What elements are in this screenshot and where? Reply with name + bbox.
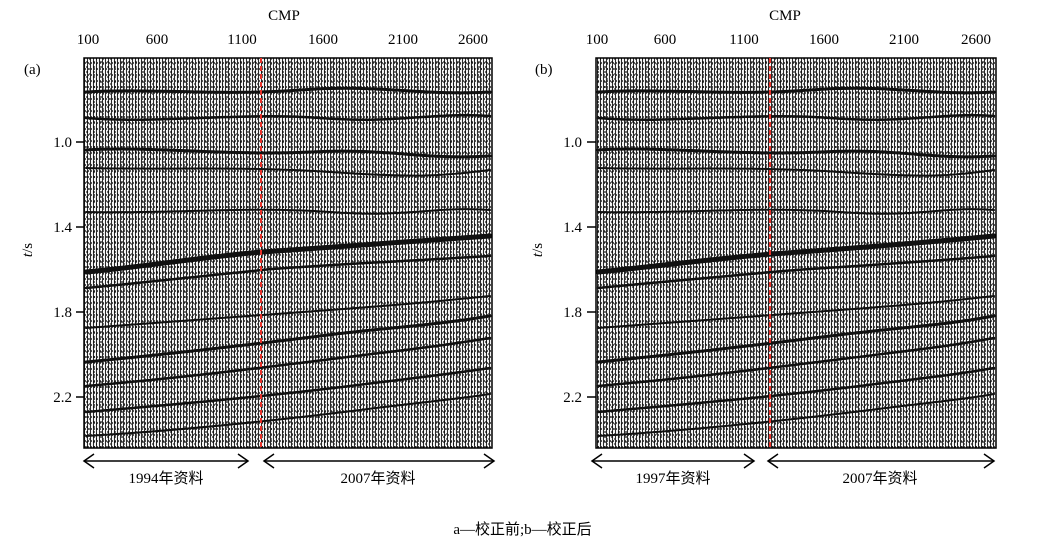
- range-arrow-left: [82, 453, 250, 469]
- x-tick-label: 1600: [809, 32, 839, 48]
- y-tick-label: 1.0: [53, 135, 72, 151]
- x-tick-label: 2600: [961, 32, 991, 48]
- panel-label: (b): [535, 62, 553, 78]
- range-label-left: 1997年资料: [635, 470, 710, 487]
- y-axis: t/s 1.0 1.4 1.8 2.2: [530, 135, 596, 406]
- y-tick-label: 1.0: [563, 135, 582, 151]
- range-arrow-right: [766, 453, 996, 469]
- range-label-left: 1994年资料: [128, 470, 203, 487]
- panel-label: (a): [24, 62, 41, 78]
- panel-a: CMP 100 600 1100 1600 2100 2600 (a) t/s …: [20, 8, 496, 487]
- x-tick-label: 2100: [889, 32, 919, 48]
- x-tick-labels: 100 600 1100 1600 2100 2600: [77, 32, 488, 48]
- y-axis-title: t/s: [530, 243, 546, 257]
- x-tick-label: 2100: [388, 32, 418, 48]
- x-tick-label: 100: [77, 32, 100, 48]
- y-tick-label: 2.2: [53, 390, 72, 406]
- y-tick-label: 1.8: [563, 305, 582, 321]
- range-label-right: 2007年资料: [842, 470, 917, 487]
- panel-b: CMP 100 600 1100 1600 2100 2600 (b) t/s …: [530, 8, 997, 487]
- x-tick-label: 1100: [729, 32, 758, 48]
- range-arrow-left: [590, 453, 756, 469]
- x-axis-title: CMP: [268, 8, 300, 24]
- y-axis: t/s 1.0 1.4 1.8 2.2: [20, 135, 84, 406]
- range-label-right: 2007年资料: [340, 470, 415, 487]
- x-tick-label: 2600: [458, 32, 488, 48]
- y-axis-title: t/s: [20, 243, 36, 257]
- seismic-section: [83, 57, 493, 449]
- y-tick-label: 1.4: [53, 220, 72, 236]
- y-tick-label: 1.4: [563, 220, 582, 236]
- x-tick-label: 600: [146, 32, 169, 48]
- seismic-section: [595, 57, 997, 449]
- x-tick-label: 1100: [227, 32, 256, 48]
- figure-caption: a—校正前;b—校正后: [453, 522, 592, 538]
- x-tick-label: 100: [586, 32, 609, 48]
- y-tick-label: 2.2: [563, 390, 582, 406]
- x-tick-label: 600: [654, 32, 677, 48]
- x-tick-labels: 100 600 1100 1600 2100 2600: [586, 32, 991, 48]
- range-arrow-right: [262, 453, 496, 469]
- x-axis-title: CMP: [769, 8, 801, 24]
- x-tick-label: 1600: [308, 32, 338, 48]
- y-tick-label: 1.8: [53, 305, 72, 321]
